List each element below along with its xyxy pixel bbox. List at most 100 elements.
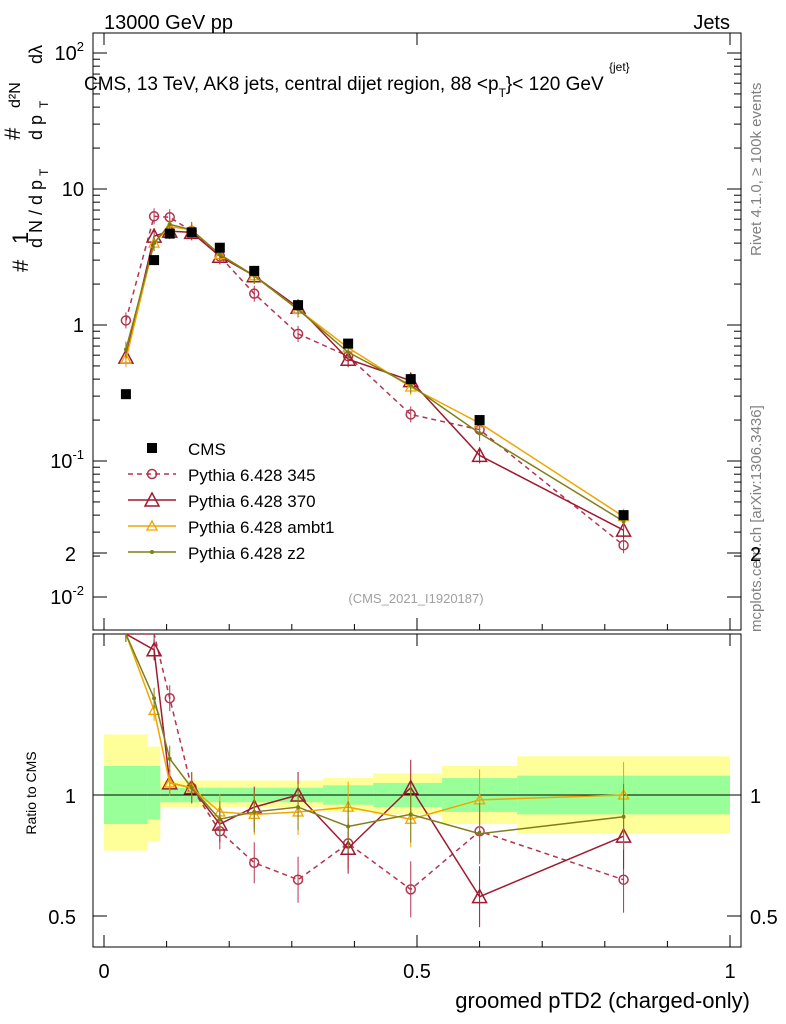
y-axis-label-main: # 1 d N / d p T # d²N d p T dλ — [0, 45, 51, 272]
ratio-series-point — [471, 888, 488, 904]
data-point — [293, 300, 304, 311]
svg-text:1: 1 — [8, 232, 33, 244]
svg-text:d²N: d²N — [7, 82, 24, 108]
svg-text:#: # — [0, 127, 25, 140]
y-tick-label-ratio-right: 0.5 — [750, 907, 778, 929]
svg-text:d N / d p: d N / d p — [26, 180, 46, 248]
ratio-series-point — [163, 776, 176, 788]
main-series-point — [120, 315, 132, 326]
data-point — [249, 265, 260, 276]
data-point — [149, 255, 160, 266]
axis-ticks: 0 0.5 1 10-2 10-1 1 10 102 0.5 0.5 1 1 2 2 — [48, 33, 778, 983]
x-tick-label: 1 — [724, 961, 735, 983]
ratio-series-point — [296, 805, 301, 810]
legend-marker — [146, 468, 158, 480]
subtitle-prefix: CMS, 13 TeV, AK8 jets, central dijet reg… — [84, 74, 499, 95]
y-tick-label-main: 10-2 — [50, 583, 84, 609]
y-tick-label-ratio: 1 — [65, 786, 76, 808]
legend-marker — [145, 519, 159, 531]
main-series-point — [148, 211, 160, 222]
main-plot-frame — [92, 32, 742, 631]
data-point — [474, 415, 485, 426]
y-tick-label-main: 1 — [73, 315, 84, 337]
ratio-series-point — [346, 824, 351, 829]
legend-label: Pythia 6.428 345 — [188, 466, 316, 485]
ratio-series-point — [339, 839, 357, 855]
plot-subtitle: CMS, 13 TeV, AK8 jets, central dijet reg… — [84, 74, 604, 100]
ratio-axis-label: Ratio to CMS — [23, 751, 39, 834]
main-series-point — [408, 383, 413, 388]
legend: CMS Pythia 6.428 345 Pythia 6.428 370 Pythi… — [128, 440, 334, 563]
data-point — [618, 510, 629, 521]
ratio-series-line — [125, 633, 624, 891]
svg-text:dλ: dλ — [26, 45, 46, 64]
ratio-series-point — [189, 785, 194, 790]
ratio-plot-series — [125, 633, 632, 928]
y-tick-label-ratio: 0.5 — [48, 907, 76, 929]
rivet-label: Rivet 4.1.0, ≥ 100k events — [748, 83, 765, 256]
main-series-point — [346, 350, 351, 355]
ratio-series-point — [217, 817, 222, 822]
svg-text:T: T — [37, 168, 51, 176]
y-tick-label-ratio-right: 2 — [750, 544, 761, 566]
band-inner — [147, 765, 161, 820]
subtitle-sub: T — [499, 86, 507, 100]
data-point — [214, 242, 225, 253]
ratio-series-point — [248, 857, 260, 869]
ratio-series-point — [477, 831, 482, 836]
ratio-series-point — [164, 692, 175, 704]
main-series-point — [405, 409, 416, 420]
main-series-point — [292, 328, 304, 340]
ratio-series-point — [408, 812, 413, 817]
ratio-series-point — [618, 874, 629, 885]
ratio-series-point — [167, 756, 172, 761]
data-point — [405, 374, 416, 385]
subtitle-suffix: }< 120 GeV — [506, 74, 604, 95]
legend-marker — [150, 550, 154, 554]
y-tick-label-main: 10 — [62, 179, 84, 201]
main-series-point — [618, 540, 629, 551]
y-tick-label-ratio: 2 — [65, 544, 76, 566]
main-series-point — [615, 521, 632, 537]
y-tick-label-main: 10-1 — [50, 447, 84, 473]
data-point — [164, 228, 175, 239]
ratio-series-point — [145, 641, 163, 657]
main-series-point — [339, 350, 357, 366]
svg-text:#: # — [8, 259, 33, 272]
main-series-point — [167, 222, 172, 227]
main-series-point — [477, 431, 482, 436]
category-label: Jets — [693, 12, 730, 34]
y-tick-label-ratio-right: 1 — [750, 786, 761, 808]
y-tick-label-main: 102 — [55, 39, 84, 65]
main-series-point — [621, 519, 626, 524]
ratio-series-point — [292, 874, 304, 885]
svg-text:d p: d p — [26, 115, 46, 140]
main-series-point — [471, 446, 488, 463]
ratio-series-point — [252, 809, 257, 814]
x-tick-label: 0.5 — [403, 961, 431, 983]
main-series-point — [152, 241, 157, 246]
main-series-point — [248, 288, 260, 299]
analysis-label: (CMS_2021_I1920187) — [348, 591, 483, 606]
energy-label: 13000 GeV pp — [104, 12, 233, 34]
data-point — [186, 227, 197, 238]
ratio-series-point — [621, 814, 626, 819]
legend-marker — [143, 491, 161, 507]
data-point — [343, 338, 354, 349]
data-point — [120, 389, 131, 400]
svg-text:T: T — [37, 100, 51, 108]
main-series-point — [123, 347, 128, 352]
mcplots-label: mcplots.cern.ch [arXiv:1306.3436] — [748, 405, 765, 632]
legend-label: Pythia 6.428 370 — [188, 492, 316, 511]
ratio-series-point — [152, 696, 157, 701]
x-axis-label: groomed pTD2 (charged-only) — [455, 988, 750, 1013]
main-plot-series — [117, 208, 632, 554]
ratio-series-point — [405, 884, 416, 895]
main-series-point — [119, 352, 133, 364]
legend-label: CMS — [188, 440, 226, 459]
subtitle-sup: {jet} — [609, 60, 630, 74]
main-series-point — [217, 252, 222, 257]
legend-marker-data — [147, 443, 157, 453]
legend-label: Pythia 6.428 ambt1 — [188, 518, 334, 537]
